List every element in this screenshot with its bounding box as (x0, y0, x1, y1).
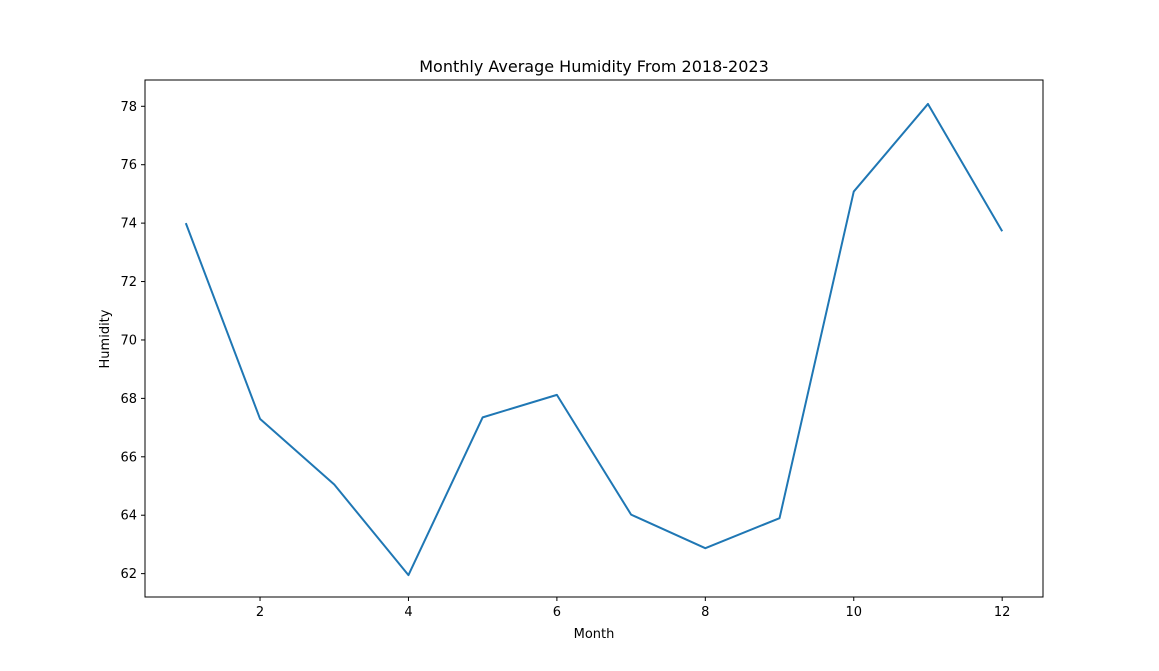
chart-title: Monthly Average Humidity From 2018-2023 (419, 57, 769, 76)
x-tick-label: 12 (994, 605, 1011, 620)
x-tick-label: 2 (256, 605, 264, 620)
y-tick-label: 78 (120, 100, 137, 115)
plot-area (184, 102, 1004, 577)
y-axis: 62 64 66 68 70 72 74 76 78 (120, 100, 145, 582)
plot-frame (144, 79, 1044, 598)
y-tick-label: 62 (120, 567, 137, 582)
y-tick-label: 70 (120, 333, 137, 348)
y-tick-label: 64 (120, 509, 137, 524)
x-tick-label: 4 (404, 605, 412, 620)
y-tick-label: 74 (120, 217, 137, 232)
y-tick-label: 72 (120, 275, 137, 290)
y-axis-title: Humidity (98, 309, 113, 368)
x-axis: 2 4 6 8 10 12 (256, 597, 1011, 620)
y-tick-label: 76 (120, 158, 137, 173)
series-line-0 (184, 102, 1004, 577)
x-axis-title: Month (574, 627, 615, 642)
x-tick-label: 8 (701, 605, 709, 620)
y-tick-label: 66 (120, 450, 137, 465)
x-tick-label: 10 (845, 605, 862, 620)
y-tick-label: 68 (120, 392, 137, 407)
x-tick-label: 6 (553, 605, 561, 620)
